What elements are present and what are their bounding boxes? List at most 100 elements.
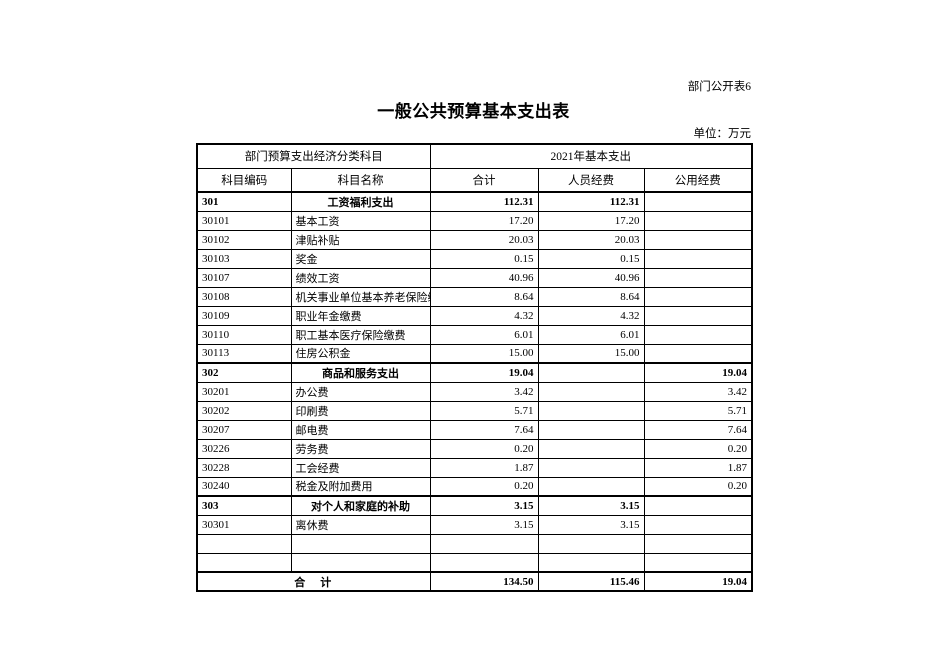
table-row: 30103 奖金 0.15 0.15 (196, 248, 753, 269)
cell-name: 津贴补贴 (290, 229, 431, 250)
cell-public (643, 533, 753, 554)
table-row-total: 合 计 134.50 115.46 19.04 (196, 571, 753, 592)
cell-code: 30109 (196, 305, 292, 326)
column-header-public: 公用经费 (643, 167, 753, 193)
cell-name: 离休费 (290, 514, 431, 535)
cell-personnel: 15.00 (537, 343, 645, 364)
cell-name: 住房公积金 (290, 343, 431, 364)
cell-personnel (537, 381, 645, 402)
cell-personnel: 17.20 (537, 210, 645, 231)
cell-public (643, 229, 753, 250)
header-subject-group: 部门预算支出经济分类科目 (196, 143, 431, 169)
table-row: 302 商品和服务支出 19.04 19.04 (196, 362, 753, 383)
table-row: 30202 印刷费 5.71 5.71 (196, 400, 753, 421)
table-row-empty (196, 533, 753, 554)
cell-name: 绩效工资 (290, 267, 431, 288)
cell-personnel (537, 476, 645, 497)
table-row: 30113 住房公积金 15.00 15.00 (196, 343, 753, 364)
cell-public (643, 305, 753, 326)
table-header-columns-row: 科目编码 科目名称 合计 人员经费 公用经费 (196, 167, 753, 193)
cell-personnel: 3.15 (537, 514, 645, 535)
cell-public (643, 191, 753, 212)
cell-total: 0.20 (429, 476, 539, 497)
table-row: 30108 机关事业单位基本养老保险缴费 8.64 8.64 (196, 286, 753, 307)
column-header-personnel: 人员经费 (537, 167, 645, 193)
cell-public (643, 514, 753, 535)
cell-total: 40.96 (429, 267, 539, 288)
table-row: 30301 离休费 3.15 3.15 (196, 514, 753, 535)
cell-code: 30102 (196, 229, 292, 250)
cell-total (429, 552, 539, 573)
cell-total (429, 533, 539, 554)
cell-code: 30226 (196, 438, 292, 459)
cell-name: 职业年金缴费 (290, 305, 431, 326)
cell-code: 303 (196, 495, 292, 516)
cell-public (643, 248, 753, 269)
cell-public: 0.20 (643, 476, 753, 497)
cell-total: 8.64 (429, 286, 539, 307)
total-public: 19.04 (643, 571, 753, 592)
cell-personnel (537, 362, 645, 383)
cell-name: 工资福利支出 (290, 191, 431, 212)
cell-personnel (537, 400, 645, 421)
cell-public (643, 343, 753, 364)
cell-personnel (537, 438, 645, 459)
cell-personnel (537, 419, 645, 440)
page-title: 一般公共预算基本支出表 (377, 102, 570, 121)
cell-public: 1.87 (643, 457, 753, 478)
cell-name: 工会经费 (290, 457, 431, 478)
column-header-code: 科目编码 (196, 167, 292, 193)
cell-total: 112.31 (429, 191, 539, 212)
cell-name (290, 552, 431, 573)
table-row-empty (196, 552, 753, 573)
cell-total: 0.20 (429, 438, 539, 459)
table-row: 30201 办公费 3.42 3.42 (196, 381, 753, 402)
cell-personnel (537, 552, 645, 573)
cell-total: 3.42 (429, 381, 539, 402)
cell-code: 301 (196, 191, 292, 212)
cell-total: 3.15 (429, 514, 539, 535)
table-header-group-row: 部门预算支出经济分类科目 2021年基本支出 (196, 143, 753, 169)
column-header-name: 科目名称 (290, 167, 431, 193)
table-row: 30109 职业年金缴费 4.32 4.32 (196, 305, 753, 326)
cell-total: 1.87 (429, 457, 539, 478)
cell-public: 3.42 (643, 381, 753, 402)
cell-total: 3.15 (429, 495, 539, 516)
unit-note: 单位：万元 (693, 128, 752, 140)
cell-name: 印刷费 (290, 400, 431, 421)
cell-personnel: 40.96 (537, 267, 645, 288)
cell-code: 30207 (196, 419, 292, 440)
cell-name: 税金及附加费用 (290, 476, 431, 497)
cell-total: 6.01 (429, 324, 539, 345)
budget-table-grid: 部门预算支出经济分类科目 2021年基本支出 科目编码 科目名称 合计 人员经费… (196, 143, 753, 592)
cell-total: 4.32 (429, 305, 539, 326)
cell-code: 302 (196, 362, 292, 383)
cell-name: 对个人和家庭的补助 (290, 495, 431, 516)
cell-code: 30103 (196, 248, 292, 269)
table-row: 30101 基本工资 17.20 17.20 (196, 210, 753, 231)
budget-table: 部门预算支出经济分类科目 2021年基本支出 科目编码 科目名称 合计 人员经费… (196, 143, 753, 592)
cell-code: 30107 (196, 267, 292, 288)
cell-total: 19.04 (429, 362, 539, 383)
cell-name: 邮电费 (290, 419, 431, 440)
cell-code: 30101 (196, 210, 292, 231)
cell-code: 30113 (196, 343, 292, 364)
cell-name: 劳务费 (290, 438, 431, 459)
total-label: 合 计 (196, 571, 431, 592)
cell-public: 5.71 (643, 400, 753, 421)
cell-personnel: 4.32 (537, 305, 645, 326)
table-row: 30110 职工基本医疗保险缴费 6.01 6.01 (196, 324, 753, 345)
cell-total: 20.03 (429, 229, 539, 250)
cell-personnel: 112.31 (537, 191, 645, 212)
cell-name: 商品和服务支出 (290, 362, 431, 383)
cell-public (643, 210, 753, 231)
cell-name: 职工基本医疗保险缴费 (290, 324, 431, 345)
cell-code: 30202 (196, 400, 292, 421)
table-row: 30226 劳务费 0.20 0.20 (196, 438, 753, 459)
total-amount: 134.50 (429, 571, 539, 592)
cell-total: 5.71 (429, 400, 539, 421)
cell-personnel (537, 533, 645, 554)
header-year-group: 2021年基本支出 (429, 143, 753, 169)
table-row: 30240 税金及附加费用 0.20 0.20 (196, 476, 753, 497)
